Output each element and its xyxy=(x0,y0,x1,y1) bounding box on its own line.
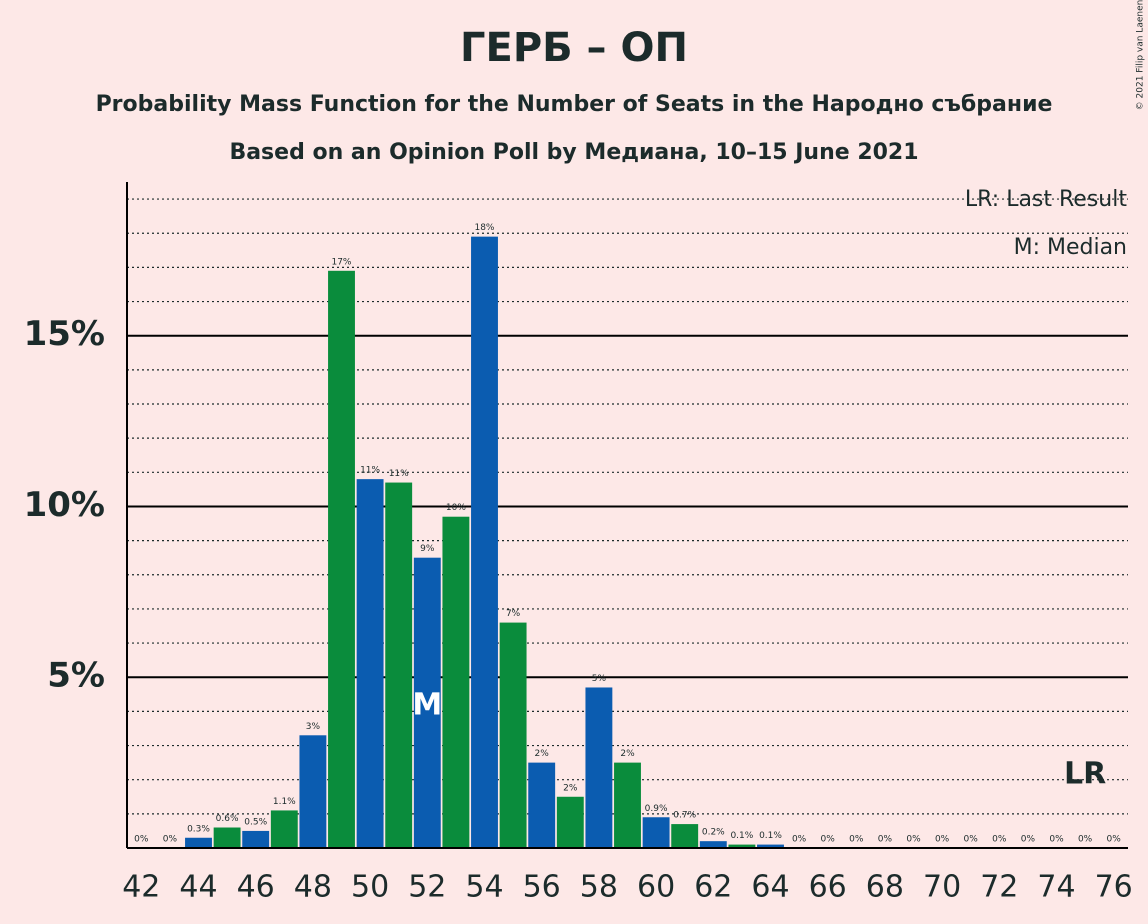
x-tick-label: 72 xyxy=(980,870,1018,905)
value-label: 0% xyxy=(134,835,149,845)
value-label: 0.7% xyxy=(673,811,696,821)
bar xyxy=(213,827,241,848)
value-label: 0% xyxy=(992,835,1007,845)
value-label: 11% xyxy=(389,469,409,479)
bar xyxy=(299,735,327,848)
bar xyxy=(242,830,270,848)
x-tick-label: 42 xyxy=(122,870,160,905)
x-tick-label: 76 xyxy=(1095,870,1133,905)
value-label: 18% xyxy=(474,223,494,233)
x-tick-label: 52 xyxy=(408,870,446,905)
value-label: 0.9% xyxy=(645,804,668,814)
x-tick-label: 66 xyxy=(809,870,847,905)
x-tick-label: 70 xyxy=(923,870,961,905)
bar xyxy=(385,482,413,848)
value-label: 0% xyxy=(1078,835,1093,845)
bar xyxy=(614,762,641,848)
chart-title: ГЕРБ – ОП xyxy=(460,25,688,71)
legend-entry: M: Median xyxy=(1014,235,1127,260)
bar xyxy=(642,817,670,848)
value-label: 11% xyxy=(360,466,380,476)
bar xyxy=(499,622,527,848)
value-label: 0.1% xyxy=(730,831,753,841)
bar xyxy=(442,516,470,848)
x-tick-label: 74 xyxy=(1037,870,1075,905)
value-label: 2% xyxy=(620,749,635,759)
bar xyxy=(328,270,355,848)
value-label: 0.5% xyxy=(244,817,267,827)
x-tick-label: 56 xyxy=(523,870,561,905)
value-label: 17% xyxy=(331,257,351,267)
x-tick-label: 62 xyxy=(694,870,732,905)
value-label: 0% xyxy=(964,835,979,845)
x-tick-label: 50 xyxy=(351,870,389,905)
bar xyxy=(270,810,298,848)
y-tick-label: 5% xyxy=(47,656,105,696)
value-label: 0% xyxy=(1049,835,1064,845)
legend-entry: LR: Last Result xyxy=(965,187,1127,212)
x-tick-label: 64 xyxy=(751,870,789,905)
value-label: 2% xyxy=(535,749,550,759)
value-label: 0% xyxy=(821,835,836,845)
bar xyxy=(356,479,384,848)
y-tick-label: 15% xyxy=(24,314,105,354)
value-label: 1.1% xyxy=(273,797,296,807)
value-label: 0.2% xyxy=(702,828,725,838)
bar xyxy=(757,844,784,848)
value-label: 0.6% xyxy=(216,814,239,824)
value-label: 10% xyxy=(446,503,466,513)
value-label: 0.3% xyxy=(187,824,210,834)
x-tick-label: 46 xyxy=(237,870,275,905)
last-result-marker: LR xyxy=(1064,757,1106,792)
x-tick-label: 54 xyxy=(465,870,503,905)
value-label: 0% xyxy=(163,835,178,845)
x-tick-label: 48 xyxy=(294,870,332,905)
bar xyxy=(185,837,212,848)
chart-subtitle: Based on an Opinion Poll by Медиана, 10–… xyxy=(229,140,918,165)
value-label: 3% xyxy=(306,722,321,732)
bar xyxy=(413,557,441,848)
copyright: © 2021 Filip van Laenen xyxy=(1136,0,1146,110)
value-label: 0% xyxy=(849,835,864,845)
bar xyxy=(528,762,556,848)
value-label: 0% xyxy=(878,835,893,845)
bar xyxy=(471,236,498,849)
value-label: 2% xyxy=(563,783,578,793)
chart-subtitle: Probability Mass Function for the Number… xyxy=(96,92,1053,117)
median-marker: M xyxy=(412,688,442,723)
value-label: 0.1% xyxy=(759,831,782,841)
value-label: 0% xyxy=(792,835,807,845)
x-tick-label: 44 xyxy=(179,870,217,905)
x-tick-label: 68 xyxy=(866,870,904,905)
y-tick-label: 10% xyxy=(24,485,105,525)
bar xyxy=(728,844,756,848)
value-label: 0% xyxy=(1107,835,1122,845)
value-label: 7% xyxy=(506,609,521,619)
bar xyxy=(585,687,613,848)
x-tick-label: 58 xyxy=(580,870,618,905)
bar xyxy=(556,796,584,848)
value-label: 0% xyxy=(906,835,921,845)
value-label: 0% xyxy=(935,835,950,845)
bar xyxy=(699,841,727,848)
value-label: 9% xyxy=(420,544,435,554)
bar xyxy=(671,824,699,848)
x-tick-label: 60 xyxy=(637,870,675,905)
value-label: 0% xyxy=(1021,835,1036,845)
value-label: 5% xyxy=(592,674,607,684)
